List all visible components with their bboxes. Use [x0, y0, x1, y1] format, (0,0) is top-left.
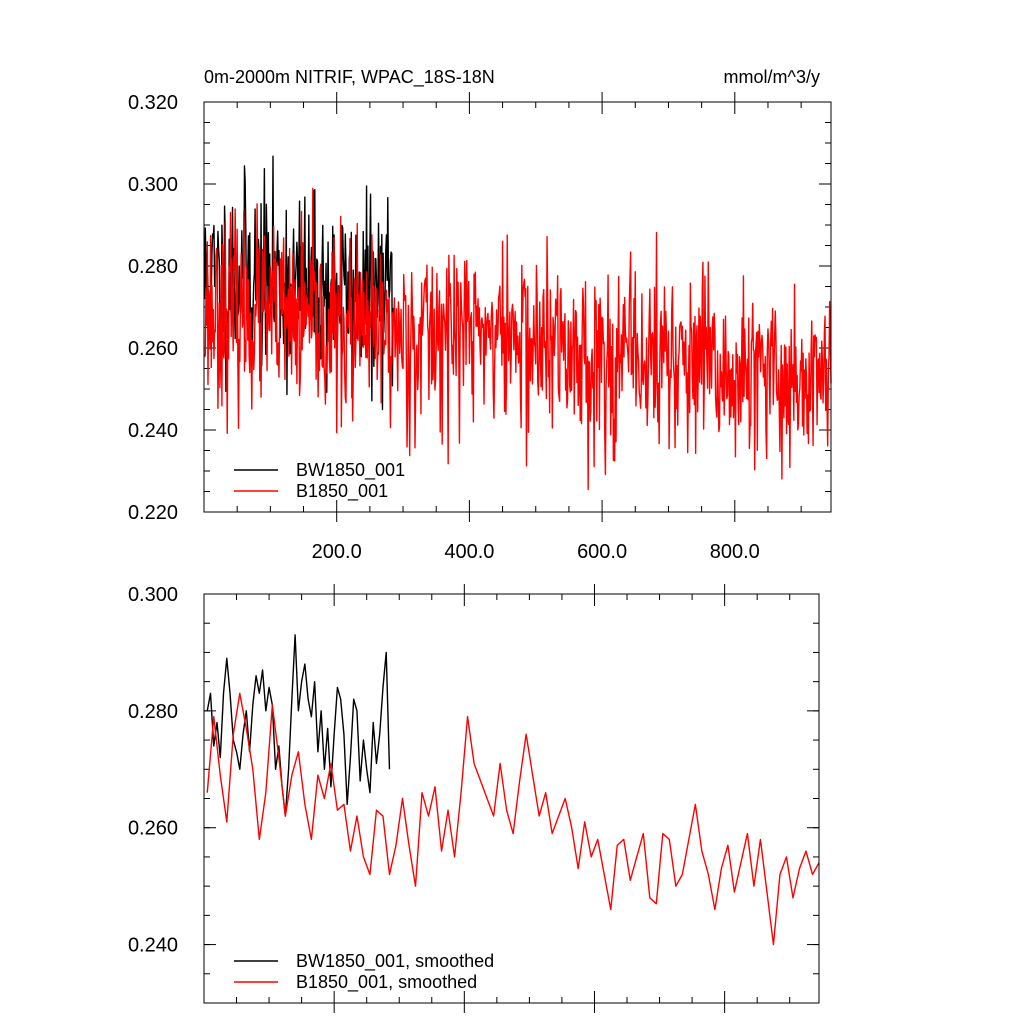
bottom-y-tick-label: 0.260: [128, 818, 178, 840]
top-y-tick-label: 0.220: [128, 502, 178, 524]
top-series-group: [203, 155, 832, 491]
top-x-tick-label: 200.0: [312, 541, 362, 563]
top-chart-units: mmol/m^3/y: [724, 67, 820, 87]
bottom-legend-label-bw1850: BW1850_001, smoothed: [296, 951, 494, 972]
top-x-tick-label: 600.0: [577, 541, 627, 563]
bottom-y-tick-label: 0.240: [128, 935, 178, 957]
top-chart-title: 0m-2000m NITRIF, WPAC_18S-18N: [204, 67, 495, 88]
bottom-legend-label-b1850: B1850_001, smoothed: [296, 972, 477, 993]
top-y-tick-labels: 0.220 0.240 0.260 0.280 0.300 0.320: [128, 92, 178, 524]
top-x-tick-label: 800.0: [710, 541, 760, 563]
top-y-tick-label: 0.240: [128, 420, 178, 442]
top-plot-frame: [203, 101, 832, 513]
top-x-tick-label: 400.0: [444, 541, 494, 563]
bottom-y-tick-label: 0.300: [128, 584, 178, 606]
bottom-legend: BW1850_001, smoothed B1850_001, smoothed: [234, 951, 494, 993]
bottom-y-tick-labels: 0.240 0.260 0.280 0.300: [128, 584, 178, 957]
bottom-plot-frame: [203, 593, 820, 1004]
top-legend-label-b1850: B1850_001: [296, 481, 388, 502]
bottom-series-line-bw1850: [206, 634, 391, 817]
top-legend-label-bw1850: BW1850_001: [296, 460, 405, 481]
bottom-series-group: [206, 634, 820, 946]
top-legend: BW1850_001 B1850_001: [234, 460, 405, 502]
top-x-tick-labels: 200.0 400.0 600.0 800.0: [312, 541, 760, 563]
top-y-tick-label: 0.300: [128, 174, 178, 196]
bottom-chart-panel: 0.240 0.260 0.280 0.300 BW1850_001, smoothe…: [128, 584, 820, 1013]
top-chart-panel: 0m-2000m NITRIF, WPAC_18S-18N mmol/m^3/y…: [128, 67, 832, 563]
top-y-tick-label: 0.320: [128, 92, 178, 114]
top-series-line-b1850: [203, 187, 832, 491]
top-y-tick-label: 0.280: [128, 256, 178, 278]
bottom-series-line-b1850: [206, 692, 820, 946]
bottom-y-tick-label: 0.280: [128, 701, 178, 723]
top-y-tick-label: 0.260: [128, 338, 178, 360]
